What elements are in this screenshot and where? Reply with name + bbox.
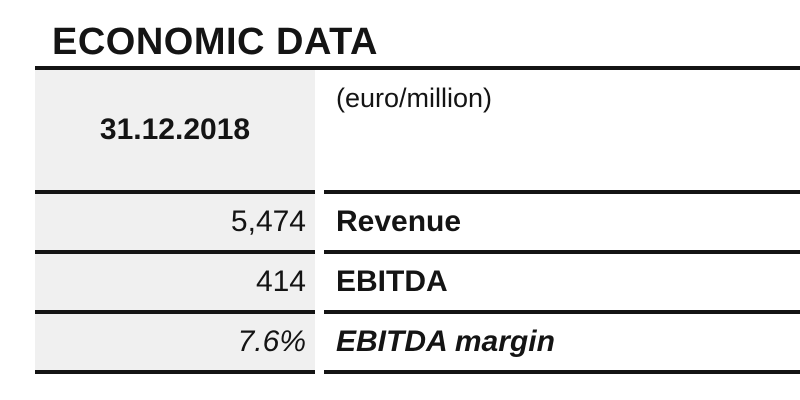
ebitda-margin-label-cell: EBITDA margin	[324, 310, 800, 370]
labels-column: (euro/million) Revenue EBITDA EBITDA mar…	[324, 70, 800, 374]
values-column: 31.12.2018 5,474 414 7.6%	[35, 70, 315, 374]
page-title: ECONOMIC DATA	[52, 21, 378, 63]
ebitda-label-cell: EBITDA	[324, 250, 800, 310]
date-header-cell: 31.12.2018	[35, 70, 315, 190]
economic-data-table: 31.12.2018 5,474 414 7.6% (euro/million)…	[35, 70, 800, 374]
revenue-label-cell: Revenue	[324, 190, 800, 250]
unit-header-cell: (euro/million)	[336, 83, 493, 113]
column-gutter	[315, 70, 324, 374]
ebitda-margin-value-cell: 7.6%	[35, 310, 315, 370]
ebitda-value-cell: 414	[35, 250, 315, 310]
title-rule	[35, 66, 800, 70]
revenue-value-cell: 5,474	[35, 190, 315, 250]
